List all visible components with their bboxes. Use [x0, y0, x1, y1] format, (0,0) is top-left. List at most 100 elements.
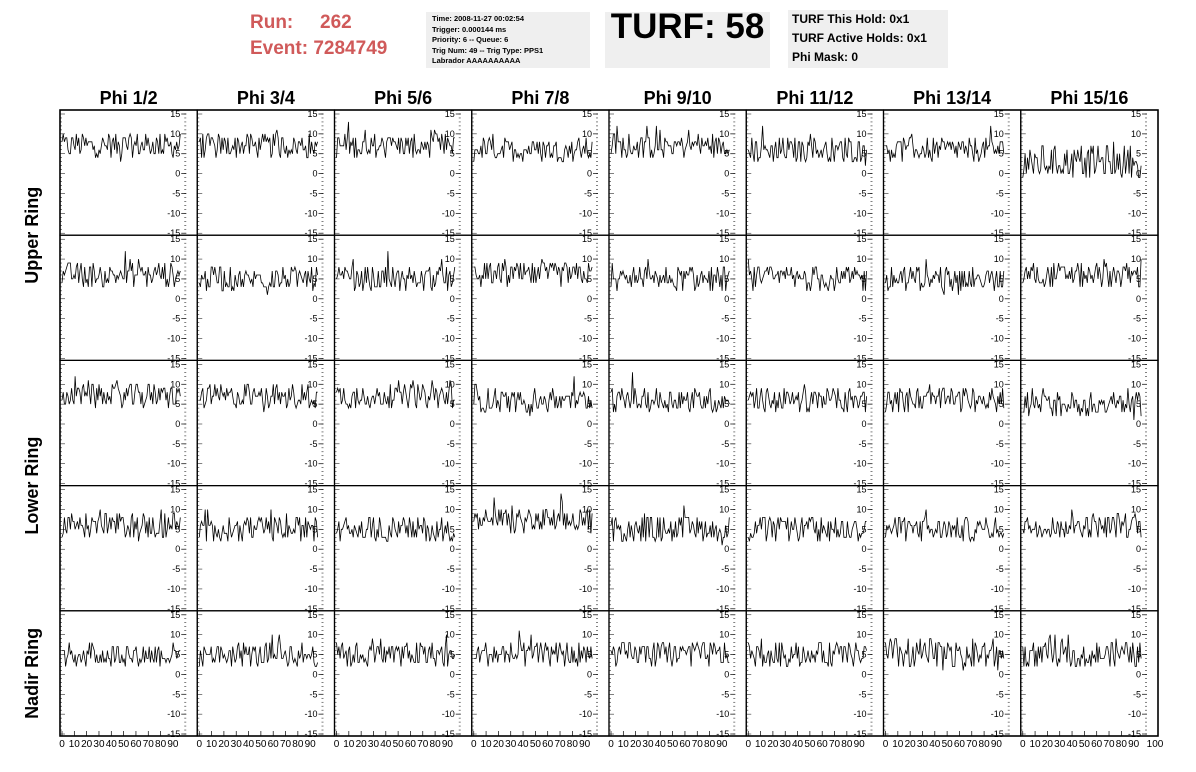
waveform-trace	[885, 638, 1005, 671]
x-tick-label: 60	[405, 739, 417, 750]
y-tick-label: 10	[856, 254, 866, 264]
y-tick-label: -15	[991, 729, 1004, 739]
x-tick-label: 20	[218, 739, 230, 750]
waveform-trace	[747, 259, 867, 292]
y-tick-label: -5	[172, 564, 180, 574]
y-tick-label: 15	[307, 109, 317, 119]
y-tick-label: 5	[724, 524, 729, 534]
y-tick-label: 0	[999, 669, 1004, 679]
y-tick-label: -15	[304, 228, 317, 238]
y-tick-label: 10	[1131, 504, 1141, 514]
x-tick-label: 0	[745, 739, 751, 750]
y-tick-label: -15	[579, 228, 592, 238]
y-tick-label: -10	[167, 334, 180, 344]
y-tick-label: 0	[587, 294, 592, 304]
y-tick-label: -10	[991, 334, 1004, 344]
y-tick-label: -15	[442, 228, 455, 238]
waveform-trace	[610, 505, 730, 546]
x-tick-label: 80	[1116, 739, 1128, 750]
waveform-trace	[198, 634, 318, 667]
y-tick-label: -10	[579, 709, 592, 719]
x-tick-label: 20	[81, 739, 93, 750]
x-tick-label: 0	[334, 739, 340, 750]
y-tick-label: -10	[304, 584, 317, 594]
x-tick-label: 0	[883, 739, 889, 750]
y-tick-label: 0	[175, 544, 180, 554]
y-tick-label: -10	[1128, 208, 1141, 218]
waveform-trace	[1022, 388, 1142, 421]
y-tick-label: 10	[582, 630, 592, 640]
y-tick-label: -15	[579, 353, 592, 363]
y-tick-label: -10	[579, 208, 592, 218]
y-tick-label: 5	[450, 650, 455, 660]
y-tick-label: 5	[312, 650, 317, 660]
y-tick-label: -5	[858, 439, 866, 449]
x-tick-label: 60	[542, 739, 554, 750]
waveform-trace	[336, 121, 455, 158]
phi-mask: Phi Mask: 0	[792, 50, 859, 64]
y-tick-label: -15	[991, 479, 1004, 489]
y-tick-label: 0	[724, 544, 729, 554]
waveform-trace	[885, 259, 1005, 295]
y-tick-label: 0	[1136, 669, 1141, 679]
column-label: Phi 9/10	[644, 88, 712, 108]
y-tick-label: 15	[170, 234, 180, 244]
y-tick-label: -10	[304, 334, 317, 344]
y-tick-label: 15	[856, 485, 866, 495]
row-label: Lower Ring	[22, 437, 42, 535]
y-tick-label: -10	[167, 208, 180, 218]
y-tick-label: -5	[996, 564, 1004, 574]
y-tick-label: 5	[175, 524, 180, 534]
y-tick-label: 5	[175, 399, 180, 409]
y-tick-label: -15	[853, 729, 866, 739]
y-tick-label: 15	[445, 234, 455, 244]
y-tick-label: 15	[856, 234, 866, 244]
x-tick-label-last: 100	[1147, 739, 1164, 750]
x-tick-label: 30	[93, 739, 105, 750]
waveform-trace	[610, 641, 730, 667]
x-tick-label: 60	[130, 739, 142, 750]
x-tick-label: 90	[854, 739, 866, 750]
x-tick-label: 90	[579, 739, 591, 750]
y-tick-label: 0	[861, 419, 866, 429]
y-tick-label: 10	[582, 379, 592, 389]
column-label: Phi 1/2	[100, 88, 158, 108]
y-tick-label: 5	[1136, 149, 1141, 159]
y-tick-label: 5	[587, 524, 592, 534]
y-tick-label: 10	[170, 129, 180, 139]
y-tick-label: 10	[307, 630, 317, 640]
y-tick-label: -5	[1133, 689, 1141, 699]
y-tick-label: 15	[994, 109, 1004, 119]
x-tick-label: 90	[167, 739, 179, 750]
turf-this-hold: TURF This Hold: 0x1	[792, 12, 910, 26]
column-label: Phi 3/4	[237, 88, 295, 108]
y-tick-label: -10	[579, 584, 592, 594]
column-label: Phi 15/16	[1050, 88, 1128, 108]
y-tick-label: 5	[1136, 399, 1141, 409]
run-event-box: Run: 262 Event: 7284749	[250, 10, 420, 66]
y-tick-label: -5	[721, 689, 729, 699]
x-tick-label: 50	[667, 739, 679, 750]
y-tick-label: 5	[999, 524, 1004, 534]
y-tick-label: 5	[450, 274, 455, 284]
y-tick-label: 15	[1131, 610, 1141, 620]
y-tick-label: 0	[861, 169, 866, 179]
x-tick-label: 70	[143, 739, 155, 750]
waveform-trace	[747, 125, 867, 166]
y-tick-label: 5	[175, 149, 180, 159]
y-tick-label: -15	[304, 604, 317, 614]
y-tick-label: 15	[1131, 234, 1141, 244]
event-label: Event:	[250, 38, 309, 59]
y-tick-label: -5	[721, 439, 729, 449]
y-tick-label: 15	[856, 109, 866, 119]
y-tick-label: 10	[1131, 129, 1141, 139]
y-tick-label: 0	[999, 169, 1004, 179]
y-tick-label: -15	[579, 479, 592, 489]
x-tick-label: 60	[817, 739, 829, 750]
waveform-trace	[61, 376, 181, 409]
y-tick-label: -15	[991, 228, 1004, 238]
waveform-trace	[336, 517, 456, 542]
y-tick-label: -10	[716, 208, 729, 218]
y-tick-label: -5	[858, 689, 866, 699]
x-tick-label: 40	[243, 739, 255, 750]
